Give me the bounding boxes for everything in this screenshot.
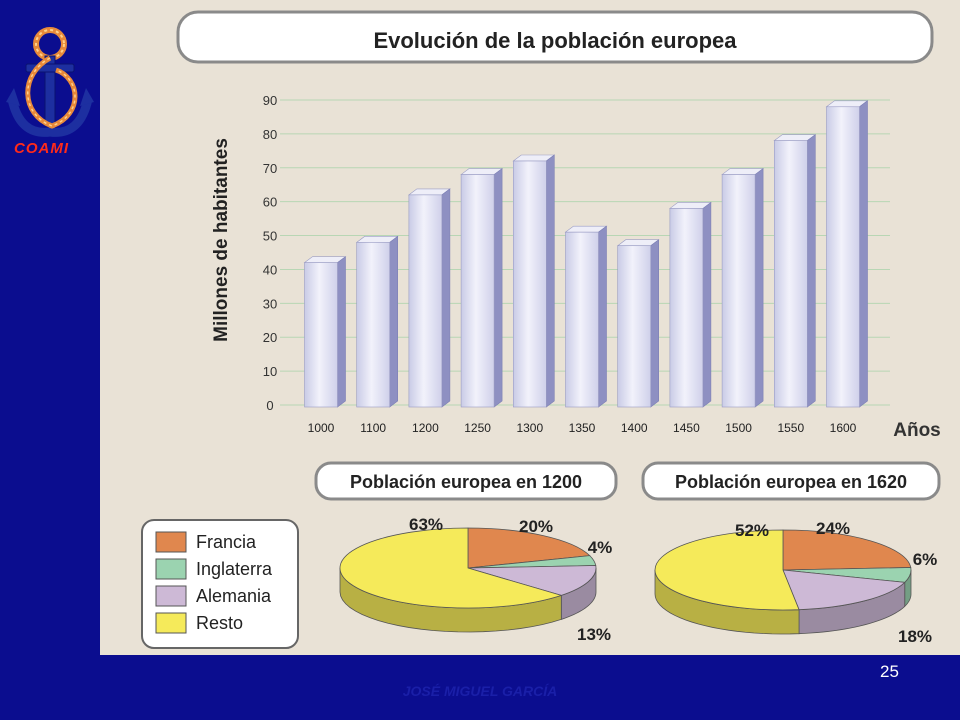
pie2-title-pill xyxy=(641,461,941,501)
x-tick-label: 1250 xyxy=(464,421,491,435)
x-tick-label: 1600 xyxy=(830,421,857,435)
y-tick-label: 90 xyxy=(263,93,277,108)
legend-swatch xyxy=(155,558,187,580)
bar-side xyxy=(337,256,346,408)
y-tick-label: 80 xyxy=(263,127,277,142)
x-tick-label: 1550 xyxy=(777,421,804,435)
bar xyxy=(303,256,347,408)
legend-label: Alemania xyxy=(196,586,272,606)
x-tick-label: 1400 xyxy=(621,421,648,435)
bar xyxy=(773,134,817,408)
x-tick-label: 1000 xyxy=(308,421,335,435)
legend-swatch xyxy=(155,612,187,634)
bar-front xyxy=(721,174,756,408)
bar-side xyxy=(754,167,764,408)
bar-front xyxy=(617,245,652,408)
bar-front xyxy=(773,140,808,408)
bar-side xyxy=(702,201,712,408)
pie-slice xyxy=(654,529,800,611)
y-tick-label: 70 xyxy=(263,161,277,176)
y-tick-label: 0 xyxy=(266,398,273,413)
bar xyxy=(564,225,608,408)
bar-side xyxy=(493,167,503,408)
y-tick-label: 60 xyxy=(263,195,277,210)
bar-front xyxy=(512,160,547,408)
page-number: 25 xyxy=(880,662,899,681)
bar xyxy=(512,154,556,408)
bar-side xyxy=(389,235,399,408)
chart-title: Evolución de la población europea xyxy=(373,28,737,53)
x-tick-label: 1350 xyxy=(569,421,596,435)
pie-slice xyxy=(782,569,906,611)
bar-side xyxy=(806,134,816,408)
pie-value-label: 24% xyxy=(816,519,850,538)
y-tick-label: 10 xyxy=(263,364,277,379)
title-pill xyxy=(176,10,934,64)
bar xyxy=(721,167,764,408)
bar xyxy=(825,100,869,408)
bar-front xyxy=(826,106,860,408)
bar-front xyxy=(304,262,338,408)
x-tick-label: 1200 xyxy=(412,421,439,435)
x-axis-label: Años xyxy=(893,420,941,441)
bar-side xyxy=(545,154,555,408)
pie-slice xyxy=(467,565,597,596)
legend-swatch xyxy=(155,585,187,607)
charts-svg: Evolución de la población europea 0 10 20 3… xyxy=(141,10,941,649)
x-tick-label: 1450 xyxy=(673,421,700,435)
x-tick-label: 1500 xyxy=(725,421,752,435)
y-tick-label: 50 xyxy=(263,229,277,244)
pie-value-label: 52% xyxy=(735,521,769,540)
bar-side xyxy=(859,100,868,408)
bar-front xyxy=(669,208,704,408)
pie-value-label: 18% xyxy=(898,627,932,646)
pie-value-label: 13% xyxy=(577,625,611,644)
bar-side xyxy=(441,188,451,408)
pie-slice xyxy=(782,529,912,571)
bar-front xyxy=(460,174,495,408)
legend-label: Francia xyxy=(196,532,257,552)
bar xyxy=(669,201,712,408)
pie1-title: Población europea en 1200 xyxy=(350,472,582,492)
chart-scan: Evolución de la población europea 0 10 20 3… xyxy=(100,0,960,655)
bar-front xyxy=(356,242,391,408)
bar xyxy=(616,239,660,408)
pie-value-label: 20% xyxy=(519,517,553,536)
y-tick-label: 30 xyxy=(263,296,277,311)
legend-label: Resto xyxy=(196,613,243,633)
legend-label: Inglaterra xyxy=(196,559,273,579)
pie1-title-pill xyxy=(314,461,618,501)
pie-slice xyxy=(467,527,591,569)
x-tick-label: 1300 xyxy=(516,421,543,435)
pie-value-label: 63% xyxy=(409,515,443,534)
pie-slice xyxy=(339,527,563,609)
pie2-title: Población europea en 1620 xyxy=(675,472,907,492)
pie-value-label: 6% xyxy=(913,550,938,569)
bar xyxy=(355,235,399,408)
coami-logo xyxy=(0,14,100,164)
bar-front xyxy=(408,194,443,408)
y-tick-label: 40 xyxy=(263,262,277,277)
bar-front xyxy=(565,231,599,408)
bar xyxy=(460,167,504,408)
legend-swatch xyxy=(155,531,187,553)
y-tick-label: 20 xyxy=(263,330,277,345)
bar xyxy=(407,188,451,408)
bar-side xyxy=(650,239,660,408)
y-axis-label: Millones de habitantes xyxy=(211,138,232,342)
logo-text: COAMI xyxy=(14,140,69,157)
pie-value-label: 4% xyxy=(588,538,613,557)
author-name: JOSÉ MIGUEL GARCÍA xyxy=(402,683,558,699)
x-tick-label: 1100 xyxy=(360,421,386,435)
anchor-icon xyxy=(6,27,94,137)
bar-side xyxy=(598,225,607,408)
